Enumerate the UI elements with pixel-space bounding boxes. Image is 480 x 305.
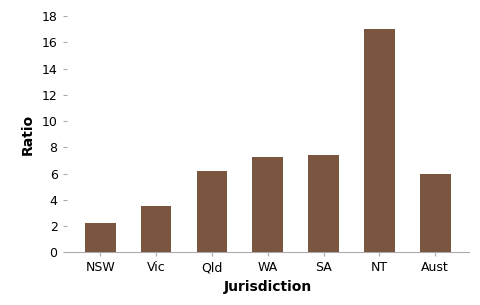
X-axis label: Jurisdiction: Jurisdiction xyxy=(224,280,312,294)
Bar xyxy=(308,155,339,252)
Bar xyxy=(252,156,283,252)
Bar xyxy=(420,174,451,252)
Bar xyxy=(85,224,116,252)
Bar xyxy=(364,29,395,252)
Bar xyxy=(141,206,171,252)
Y-axis label: Ratio: Ratio xyxy=(21,114,35,155)
Bar xyxy=(196,171,227,252)
